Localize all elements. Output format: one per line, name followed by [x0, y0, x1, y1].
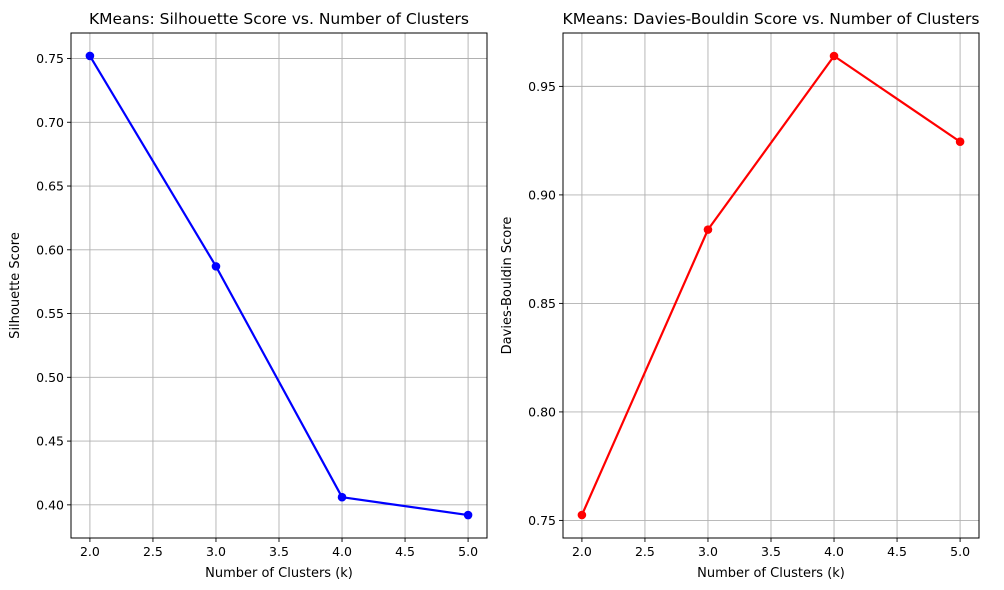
chart-title: KMeans: Silhouette Score vs. Number of C…: [89, 10, 469, 28]
y-tick-label: 0.70: [36, 115, 64, 130]
y-tick-label: 0.75: [528, 513, 556, 528]
y-tick-label: 0.55: [36, 306, 64, 321]
davies-bouldin-chart: KMeans: Davies-Bouldin Score vs. Number …: [500, 10, 980, 581]
x-axis-label: Number of Clusters (k): [697, 566, 845, 581]
y-tick-label: 0.40: [36, 497, 64, 512]
y-tick-label: 0.85: [528, 296, 556, 311]
x-tick-label: 2.0: [572, 544, 592, 559]
x-tick-label: 3.5: [269, 544, 289, 559]
x-tick-label: 3.0: [698, 544, 718, 559]
y-axis-label: Silhouette Score: [8, 232, 23, 339]
data-point: [337, 492, 347, 502]
data-point: [463, 510, 473, 520]
y-tick-label: 0.80: [528, 404, 556, 419]
x-tick-label: 4.0: [332, 544, 352, 559]
x-tick-label: 4.5: [395, 544, 415, 559]
series: [85, 51, 473, 520]
data-point: [703, 225, 713, 234]
y-tick-label: 0.60: [36, 242, 64, 257]
x-tick-label: 2.5: [635, 544, 655, 559]
ticks: 2.0 2.5 3.0 3.5 4.0 4.5 5.0 0.40 0.45 0.50 0.55 0.6…: [36, 51, 478, 559]
data-point: [829, 51, 839, 61]
grid: [563, 33, 979, 538]
y-tick-label: 0.45: [36, 434, 64, 449]
y-axis-label: Davies-Bouldin Score: [500, 217, 515, 355]
series-line: [88, 55, 469, 517]
plot-frame: [70, 32, 488, 539]
x-tick-label: 3.0: [206, 544, 226, 559]
x-tick-label: 5.0: [950, 544, 970, 559]
data-point: [577, 510, 587, 520]
x-tick-label: 2.5: [143, 544, 163, 559]
y-tick-label: 0.75: [36, 51, 64, 66]
data-point: [955, 137, 965, 147]
x-tick-label: 4.5: [887, 544, 907, 559]
x-tick-label: 3.5: [761, 544, 781, 559]
y-tick-label: 0.90: [528, 187, 556, 202]
x-tick-label: 4.0: [824, 544, 844, 559]
y-tick-label: 0.65: [36, 179, 64, 194]
ticks: 2.0 2.5 3.0 3.5 4.0 4.5 5.0 0.75 0.80 0.85 0.90 0.9…: [528, 79, 970, 559]
plot-frame: [562, 32, 980, 539]
chart-title: KMeans: Davies-Bouldin Score vs. Number …: [563, 10, 980, 28]
x-tick-label: 5.0: [458, 544, 478, 559]
grid: [71, 33, 487, 538]
x-axis-label: Number of Clusters (k): [205, 566, 353, 581]
data-point: [211, 262, 221, 271]
series-line: [580, 54, 961, 516]
data-point: [85, 51, 95, 61]
silhouette-chart: KMeans: Silhouette Score vs. Number of C…: [8, 10, 488, 581]
series: [577, 51, 965, 520]
y-tick-label: 0.95: [528, 79, 556, 94]
y-tick-label: 0.50: [36, 370, 64, 385]
x-tick-label: 2.0: [80, 544, 100, 559]
